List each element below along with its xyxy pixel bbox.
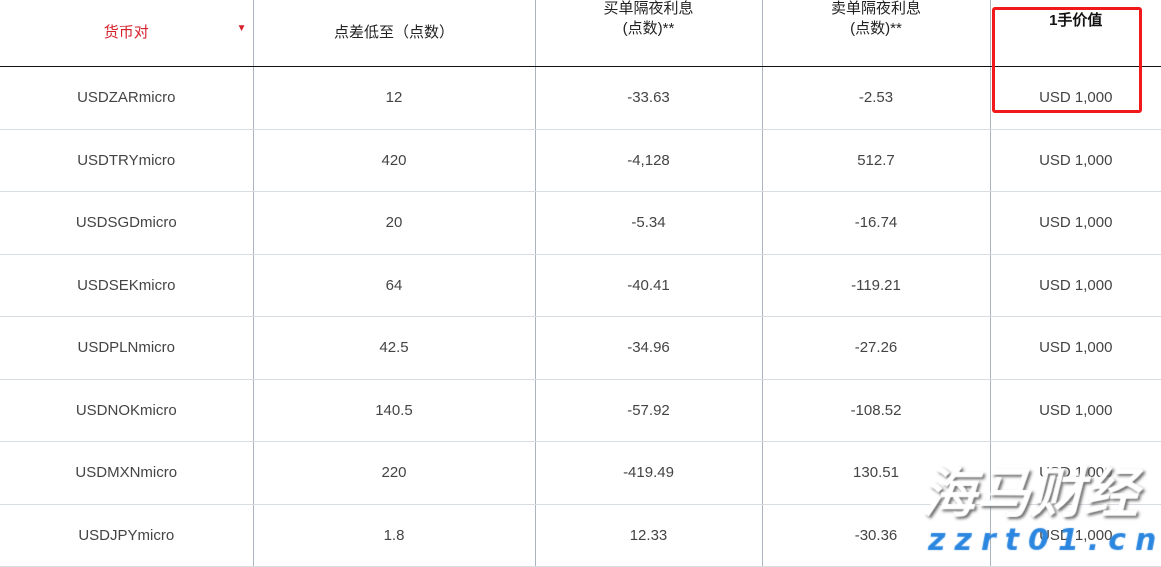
table-row: USDSEKmicro 64 -40.41 -119.21 USD 1,000 (0, 254, 1161, 317)
cell-pair: USDNOKmicro (0, 379, 254, 442)
cell-lot: USD 1,000 (990, 504, 1161, 567)
cell-spread: 64 (253, 254, 536, 317)
header-lot-value: 1手价值 (990, 0, 1161, 67)
cell-spread: 220 (253, 441, 536, 505)
header-row: 货币对 ▼ 点差低至（点数） 买单隔夜利息 (点数)** 卖单隔夜利息 (点数)** … (0, 0, 1161, 67)
cell-pair: USDJPYmicro (0, 504, 254, 567)
cell-spread: 1.8 (253, 504, 536, 567)
cell-lot: USD 1,000 (990, 316, 1161, 380)
cell-pair: USDMXNmicro (0, 441, 254, 505)
cell-long: -33.63 (535, 66, 763, 130)
cell-lot: USD 1,000 (990, 254, 1161, 317)
cell-short: 512.7 (762, 129, 991, 192)
cell-spread: 420 (253, 129, 536, 192)
cell-long: -57.92 (535, 379, 763, 442)
header-pair[interactable]: 货币对 ▼ (0, 0, 254, 67)
cell-lot: USD 1,000 (990, 441, 1161, 505)
table-row: USDZARmicro 12 -33.63 -2.53 USD 1,000 (0, 66, 1161, 130)
cell-lot: USD 1,000 (990, 379, 1161, 442)
cell-lot: USD 1,000 (990, 66, 1161, 130)
cell-pair: USDZARmicro (0, 66, 254, 130)
header-spread: 点差低至（点数） (253, 0, 536, 67)
table-row: USDJPYmicro 1.8 12.33 -30.36 USD 1,000 (0, 504, 1161, 567)
cell-spread: 20 (253, 191, 536, 255)
cell-spread: 42.5 (253, 316, 536, 380)
sort-triangle-down-icon[interactable]: ▼ (236, 23, 247, 34)
cell-long: 12.33 (535, 504, 763, 567)
cell-long: -4,128 (535, 129, 763, 192)
cell-short: -2.53 (762, 66, 991, 130)
highlight-box (992, 7, 1142, 113)
cell-spread: 12 (253, 66, 536, 130)
cell-pair: USDSEKmicro (0, 254, 254, 317)
cell-short: 130.51 (762, 441, 991, 505)
cell-long: -5.34 (535, 191, 763, 255)
cell-pair: USDPLNmicro (0, 316, 254, 380)
cell-long: -34.96 (535, 316, 763, 380)
cell-short: -16.74 (762, 191, 991, 255)
cell-pair: USDTRYmicro (0, 129, 254, 192)
cell-short: -119.21 (762, 254, 991, 317)
header-long-swap: 买单隔夜利息 (点数)** (535, 0, 763, 67)
cell-long: -419.49 (535, 441, 763, 505)
cell-lot: USD 1,000 (990, 191, 1161, 255)
table-row: USDTRYmicro 420 -4,128 512.7 USD 1,000 (0, 129, 1161, 192)
table-row: USDPLNmicro 42.5 -34.96 -27.26 USD 1,000 (0, 316, 1161, 380)
table-row: USDMXNmicro 220 -419.49 130.51 USD 1,000 (0, 441, 1161, 505)
cell-short: -30.36 (762, 504, 991, 567)
cell-spread: 140.5 (253, 379, 536, 442)
cell-short: -108.52 (762, 379, 991, 442)
table-row: USDSGDmicro 20 -5.34 -16.74 USD 1,000 (0, 191, 1161, 255)
cell-long: -40.41 (535, 254, 763, 317)
cell-short: -27.26 (762, 316, 991, 380)
cell-pair: USDSGDmicro (0, 191, 254, 255)
cell-lot: USD 1,000 (990, 129, 1161, 192)
header-short-swap: 卖单隔夜利息 (点数)** (762, 0, 991, 67)
table-row: USDNOKmicro 140.5 -57.92 -108.52 USD 1,000 (0, 379, 1161, 442)
